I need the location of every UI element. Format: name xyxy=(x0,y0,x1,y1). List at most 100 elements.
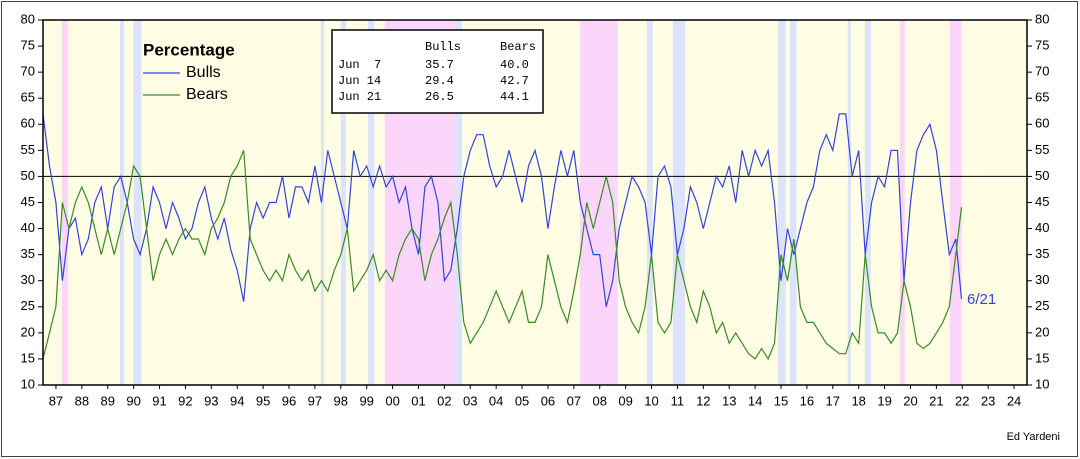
y-tick-label: 35 xyxy=(21,246,35,261)
x-tick-label: 97 xyxy=(308,393,322,408)
y-tick-label: 80 xyxy=(21,11,35,26)
table-cell: 44.1 xyxy=(500,90,529,104)
y2-tick-label: 75 xyxy=(1035,38,1049,53)
shaded-region xyxy=(777,20,786,385)
x-tick-label: 10 xyxy=(644,393,658,408)
table-cell: Jun 14 xyxy=(338,74,381,88)
table-cell: 42.7 xyxy=(500,74,529,88)
x-tick-label: 02 xyxy=(437,393,451,408)
series-line xyxy=(42,113,963,307)
y2-tick-label: 15 xyxy=(1035,350,1049,365)
y2-tick-label: 40 xyxy=(1035,220,1049,235)
y2-tick-label: 55 xyxy=(1035,142,1049,157)
x-tick-label: 24 xyxy=(1007,393,1021,408)
shaded-region xyxy=(61,20,69,385)
table-cell: 40.0 xyxy=(500,58,529,72)
y-tick-label: 50 xyxy=(21,168,35,183)
y-tick-label: 65 xyxy=(21,90,35,105)
y-tick-label: 40 xyxy=(21,220,35,235)
x-tick-label: 94 xyxy=(230,393,244,408)
x-tick-label: 09 xyxy=(618,393,632,408)
shaded-region xyxy=(133,20,142,385)
x-tick-label: 18 xyxy=(851,393,865,408)
x-tick-label: 01 xyxy=(411,393,425,408)
shaded-region xyxy=(789,20,797,385)
table-header: Bears xyxy=(500,40,536,54)
x-tick-label: 05 xyxy=(515,393,529,408)
shaded-region xyxy=(579,20,618,385)
x-tick-label: 21 xyxy=(929,393,943,408)
x-tick-label: 90 xyxy=(126,393,140,408)
shaded-region xyxy=(847,20,851,385)
y2-tick-label: 35 xyxy=(1035,246,1049,261)
x-tick-label: 98 xyxy=(334,393,348,408)
x-tick-label: 20 xyxy=(903,393,917,408)
x-tick-label: 12 xyxy=(696,393,710,408)
x-tick-label: 16 xyxy=(800,393,814,408)
y2-tick-label: 80 xyxy=(1035,11,1049,26)
x-tick-label: 22 xyxy=(955,393,969,408)
x-tick-label: 14 xyxy=(748,393,762,408)
shaded-region xyxy=(672,20,685,385)
shaded-region xyxy=(454,20,462,385)
shaded-region xyxy=(119,20,125,385)
x-tick-label: 88 xyxy=(75,393,89,408)
x-tick-label: 15 xyxy=(774,393,788,408)
x-tick-label: 04 xyxy=(489,393,503,408)
x-tick-label: 00 xyxy=(385,393,399,408)
y2-tick-label: 30 xyxy=(1035,272,1049,287)
x-tick-label: 87 xyxy=(49,393,63,408)
y-tick-label: 55 xyxy=(21,142,35,157)
x-tick-label: 07 xyxy=(567,393,581,408)
x-tick-label: 91 xyxy=(152,393,166,408)
legend-title: Percentage xyxy=(143,40,235,59)
table-cell: Jun 21 xyxy=(338,90,381,104)
shaded-region xyxy=(949,20,962,385)
shaded-region xyxy=(899,20,905,385)
shaded-region xyxy=(864,20,871,385)
y-tick-label: 25 xyxy=(21,298,35,313)
x-tick-label: 11 xyxy=(671,393,685,408)
y2-tick-label: 45 xyxy=(1035,194,1049,209)
shaded-region xyxy=(646,20,653,385)
x-tick-label: 93 xyxy=(204,393,218,408)
credit: Ed Yardeni xyxy=(1007,431,1060,443)
x-tick-label: 06 xyxy=(541,393,555,408)
x-tick-label: 17 xyxy=(826,393,840,408)
table-cell: 29.4 xyxy=(425,74,454,88)
y-tick-label: 60 xyxy=(21,116,35,131)
y2-tick-label: 25 xyxy=(1035,298,1049,313)
x-tick-label: 23 xyxy=(981,393,995,408)
y-tick-label: 10 xyxy=(21,376,35,391)
y-tick-label: 75 xyxy=(21,38,35,53)
x-tick-label: 13 xyxy=(722,393,736,408)
series-line xyxy=(42,150,963,361)
shaded-region xyxy=(340,20,346,385)
x-tick-label: 89 xyxy=(101,393,115,408)
x-tick-label: 99 xyxy=(359,393,373,408)
shaded-region xyxy=(367,20,375,385)
x-tick-label: 19 xyxy=(877,393,891,408)
y2-tick-label: 70 xyxy=(1035,64,1049,79)
x-tick-label: 95 xyxy=(256,393,270,408)
y2-tick-label: 65 xyxy=(1035,90,1049,105)
y2-tick-label: 20 xyxy=(1035,324,1049,339)
table-cell: 35.7 xyxy=(425,58,454,72)
y-tick-label: 15 xyxy=(21,350,35,365)
table-header: Bulls xyxy=(425,40,461,54)
y2-tick-label: 10 xyxy=(1035,376,1049,391)
table-cell: 26.5 xyxy=(425,90,454,104)
x-tick-label: 03 xyxy=(463,393,477,408)
legend-label: Bears xyxy=(186,86,228,103)
y-tick-label: 30 xyxy=(21,272,35,287)
legend-label: Bulls xyxy=(186,64,221,81)
table-cell: Jun 7 xyxy=(338,58,381,72)
y2-tick-label: 60 xyxy=(1035,116,1049,131)
y-tick-label: 70 xyxy=(21,64,35,79)
x-tick-label: 96 xyxy=(282,393,296,408)
shaded-region xyxy=(320,20,324,385)
y-tick-label: 20 xyxy=(21,324,35,339)
annotation: 6/21 xyxy=(967,291,996,308)
table-box xyxy=(331,29,544,114)
